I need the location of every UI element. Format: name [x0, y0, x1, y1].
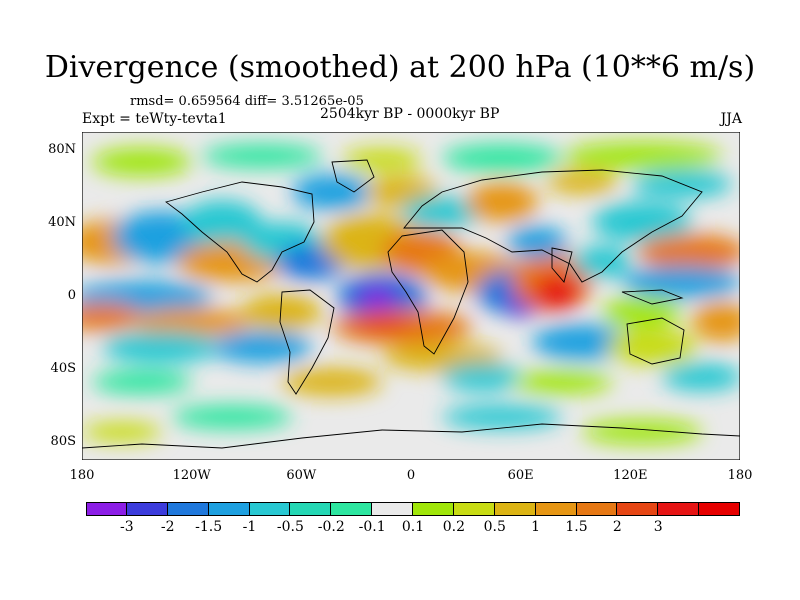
colorbar-swatch: [576, 502, 618, 516]
colorbar-label: -3: [120, 519, 134, 535]
colorbar-swatch: [86, 502, 127, 516]
season-label: JJA: [720, 111, 742, 127]
colorbar-swatch: [453, 502, 495, 516]
colorbar-label: 1.5: [565, 519, 588, 535]
colorbar-label: 0.2: [442, 519, 465, 535]
colorbar-label: -2: [160, 519, 175, 535]
lon-tick-label: 60W: [286, 468, 317, 483]
coastlines: [82, 159, 740, 449]
colorbar-swatch: [494, 502, 536, 516]
colorbar-label: 1: [531, 519, 541, 535]
lat-tick-label: 80S: [50, 433, 76, 449]
colorbar-swatch: [658, 502, 700, 516]
lat-tick-label: 40N: [48, 215, 76, 231]
experiment-label: Expt = teWty-tevta1: [82, 111, 227, 127]
colorbar-label: 0.5: [483, 519, 506, 535]
colorbar-swatch: [290, 502, 332, 516]
lon-tick-label: 120E: [613, 468, 648, 483]
divergence-field: [82, 142, 740, 444]
lon-tick-label: 180: [69, 468, 95, 483]
lat-tick-label: 80N: [48, 142, 76, 158]
colorbar-swatch: [331, 502, 373, 516]
lon-tick-label: 0: [406, 468, 416, 483]
colorbar-swatch: [535, 502, 577, 516]
colorbar-label: -0.1: [358, 519, 386, 535]
lat-tick-label: 0: [67, 288, 76, 303]
colorbar-label: -0.5: [276, 519, 304, 535]
colorbar-swatch: [208, 502, 250, 516]
colorbar-label: -1.5: [195, 519, 223, 535]
colorbar-swatch: [372, 502, 413, 516]
colorbar-swatch: [617, 502, 659, 516]
colorbar-label: 0.1: [401, 519, 425, 535]
colorbar-swatch: [126, 502, 168, 516]
colorbar-swatch: [249, 502, 291, 516]
colorbar-label: -0.2: [317, 519, 345, 535]
colorbar: [86, 502, 740, 516]
colorbar-label: 2: [612, 519, 622, 535]
lat-tick-label: 40S: [50, 360, 76, 376]
lon-tick-label: 180: [727, 468, 753, 483]
chart-title: Divergence (smoothed) at 200 hPa (10**6 …: [44, 50, 756, 85]
colorbar-swatch: [699, 502, 740, 516]
colorbar-label: 3: [653, 519, 663, 535]
lon-tick-label: 60E: [507, 468, 534, 483]
colorbar-label: -1: [242, 519, 257, 535]
period-label: 2504kyr BP - 0000kyr BP: [320, 106, 500, 122]
divergence-map: [82, 132, 740, 460]
colorbar-swatch: [167, 502, 209, 516]
colorbar-swatch: [413, 502, 454, 516]
lon-tick-label: 120W: [172, 468, 211, 483]
stats-text: rmsd= 0.659564 diff= 3.51265e-05: [130, 94, 364, 109]
